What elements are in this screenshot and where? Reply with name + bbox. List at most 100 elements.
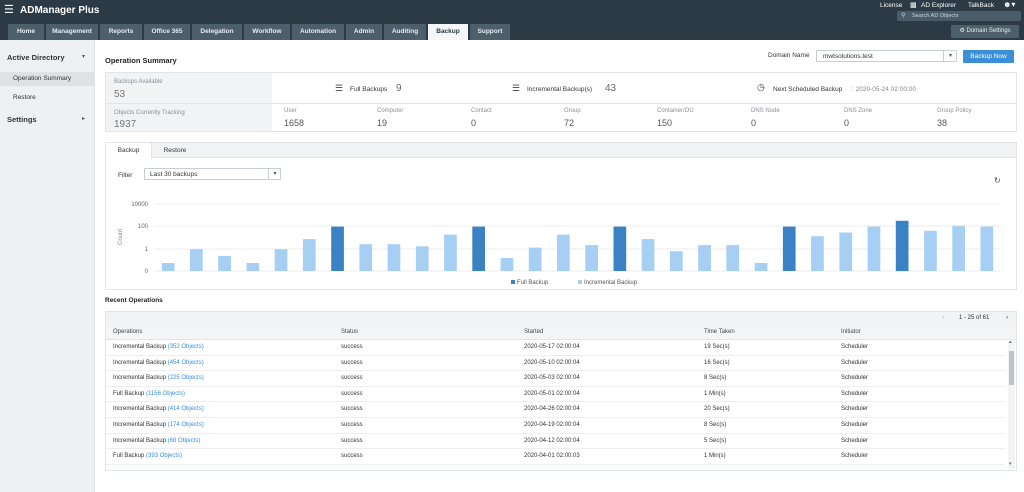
incremental-backup-bar[interactable] — [246, 263, 260, 271]
started-cell: 2020-05-01 02:00:04 — [524, 390, 580, 397]
tab-automation[interactable]: Automation — [292, 24, 344, 40]
search-box[interactable]: ⚲ Search AD Objects — [897, 11, 1021, 21]
scroll-up-icon[interactable]: ▴ — [1009, 339, 1012, 345]
domain-settings-button[interactable]: ⚙ Domain Settings — [951, 25, 1019, 38]
full-backup-bar[interactable] — [895, 220, 909, 272]
scrollbar-thumb[interactable] — [1009, 351, 1014, 385]
tab-workflow[interactable]: Workflow — [244, 24, 290, 40]
column-header[interactable]: Time Taken — [704, 329, 735, 335]
incremental-backup-bar[interactable] — [190, 249, 203, 271]
table-row[interactable]: Incremental Backup (414 Objects) success 2… — [106, 402, 1005, 418]
table-row[interactable]: Incremental Backup (352 Objects) success 2… — [106, 340, 1005, 356]
incremental-backup-bar[interactable] — [161, 263, 175, 271]
tab-restore-panel[interactable]: Restore — [163, 147, 187, 154]
time-cell: 19 Sec(s) — [704, 344, 730, 350]
incremental-backup-bar[interactable] — [218, 255, 231, 271]
tab-delegation[interactable]: Delegation — [192, 24, 242, 40]
sidebar-item-settings[interactable]: Settings ▸ — [0, 114, 95, 126]
objects-link[interactable]: (454 Objects) — [167, 359, 204, 366]
incremental-backup-bar[interactable] — [839, 232, 853, 272]
initiator-cell: Scheduler — [841, 375, 869, 382]
incremental-backups-value: 43 — [605, 83, 617, 94]
full-backup-bar[interactable] — [331, 226, 344, 271]
incremental-backup-bar[interactable] — [557, 234, 570, 271]
incremental-backup-bar[interactable] — [500, 258, 514, 271]
table-row[interactable]: Full Backup (393 Objects) success 2020-04-… — [106, 449, 1005, 465]
column-header[interactable]: Started — [524, 329, 544, 335]
objects-link[interactable]: (1156 Objects) — [146, 390, 185, 397]
incremental-backup-bar[interactable] — [670, 251, 683, 271]
ad-explorer-link[interactable]: AD Explorer — [921, 2, 957, 9]
incremental-backup-bar[interactable] — [274, 249, 288, 271]
status-cell: success — [341, 422, 363, 428]
column-header[interactable]: Operations — [113, 329, 143, 335]
refresh-icon[interactable]: ↻ — [994, 176, 1001, 185]
legend-label[interactable]: Incremental Backup — [584, 280, 638, 286]
full-backup-bar[interactable] — [472, 226, 485, 271]
objects-link[interactable]: (352 Objects) — [167, 344, 204, 350]
table-row[interactable]: Incremental Backup (225 Objects) success 2… — [106, 371, 1005, 387]
objects-link[interactable]: (414 Objects) — [167, 406, 204, 413]
incremental-backup-bar[interactable] — [528, 247, 542, 271]
operation-name: Incremental Backup — [113, 375, 167, 382]
tab-home[interactable]: Home — [8, 24, 44, 40]
chevron-left-icon[interactable]: ‹ — [942, 314, 945, 321]
incremental-backup-bar[interactable] — [698, 245, 711, 271]
domain-select[interactable]: mwtsolutions.test ▾ — [816, 50, 957, 62]
tab-backup-panel[interactable]: Backup — [106, 143, 152, 159]
sidebar-item-operation-summary[interactable]: Operation Summary — [0, 72, 95, 86]
objects-link[interactable]: (174 Objects) — [167, 422, 204, 428]
sidebar-item-restore[interactable]: Restore — [0, 91, 95, 105]
incremental-backup-icon: ☰ — [512, 83, 521, 93]
table-row[interactable]: Incremental Backup (174 Objects) success 2… — [106, 418, 1005, 434]
incremental-backup-bar[interactable] — [952, 225, 965, 271]
tab-backup[interactable]: Backup — [428, 24, 468, 40]
column-header[interactable]: Status — [341, 329, 359, 335]
incremental-backup-bar[interactable] — [359, 244, 373, 271]
objects-link[interactable]: (393 Objects) — [146, 453, 183, 460]
incremental-backup-bar[interactable] — [980, 226, 994, 271]
full-backup-bar[interactable] — [613, 226, 627, 271]
scrollbar[interactable]: ▴ ▾ — [1008, 339, 1015, 469]
tab-reports[interactable]: Reports — [100, 24, 142, 40]
summary-card: Backups Available 53 ☰ Full Backups 9 ☰ … — [105, 72, 1017, 132]
objects-link[interactable]: (68 Objects) — [167, 437, 201, 444]
incremental-backup-bar[interactable] — [924, 230, 937, 271]
y-tick-label: 10000 — [131, 202, 148, 208]
filter-select[interactable]: Last 30 backups ▾ — [144, 168, 281, 180]
objects-link[interactable]: (225 Objects) — [167, 375, 204, 382]
chevron-right-icon[interactable]: › — [1006, 314, 1009, 321]
tab-office-365[interactable]: Office 365 — [144, 24, 190, 40]
incremental-backup-bar[interactable] — [585, 245, 598, 271]
backup-now-button[interactable]: Backup Now — [963, 50, 1014, 63]
table-row[interactable]: Incremental Backup (454 Objects) success 2… — [106, 356, 1005, 372]
incremental-backup-bar[interactable] — [867, 226, 881, 271]
filter-label: Filter — [118, 172, 133, 179]
incremental-backup-bar[interactable] — [387, 244, 401, 271]
incremental-backup-bar[interactable] — [726, 245, 740, 271]
table-row[interactable]: Full Backup (1156 Objects) success 2020-05… — [106, 387, 1005, 403]
incremental-backup-bar[interactable] — [641, 239, 655, 271]
tab-support[interactable]: Support — [470, 24, 510, 40]
tab-admin[interactable]: Admin — [346, 24, 382, 40]
tab-auditing[interactable]: Auditing — [384, 24, 426, 40]
table-row[interactable]: Incremental Backup (68 Objects) success 20… — [106, 434, 1005, 450]
incremental-backup-bar[interactable] — [811, 236, 824, 271]
pagination-text: 1 - 25 of 61 — [959, 315, 990, 321]
full-backup-bar[interactable] — [782, 226, 796, 271]
talkback-link[interactable]: TalkBack — [968, 2, 995, 9]
time-cell: 20 Sec(s) — [704, 406, 730, 413]
sidebar-item-active-directory[interactable]: Active Directory ▾ — [0, 52, 95, 64]
incremental-backup-bar[interactable] — [415, 246, 429, 271]
time-cell: 5 Sec(s) — [704, 437, 727, 444]
user-avatar-icon[interactable]: ☻▾ — [1003, 0, 1016, 9]
scroll-down-icon[interactable]: ▾ — [1009, 461, 1012, 467]
hamburger-menu-icon[interactable]: ☰ — [4, 4, 14, 16]
column-header[interactable]: Initiator — [841, 329, 861, 335]
license-link[interactable]: License — [880, 2, 903, 9]
legend-label[interactable]: Full Backup — [517, 280, 549, 286]
tab-management[interactable]: Management — [46, 24, 98, 40]
incremental-backup-bar[interactable] — [754, 263, 768, 271]
incremental-backup-bar[interactable] — [302, 239, 316, 271]
incremental-backup-bar[interactable] — [444, 234, 457, 271]
